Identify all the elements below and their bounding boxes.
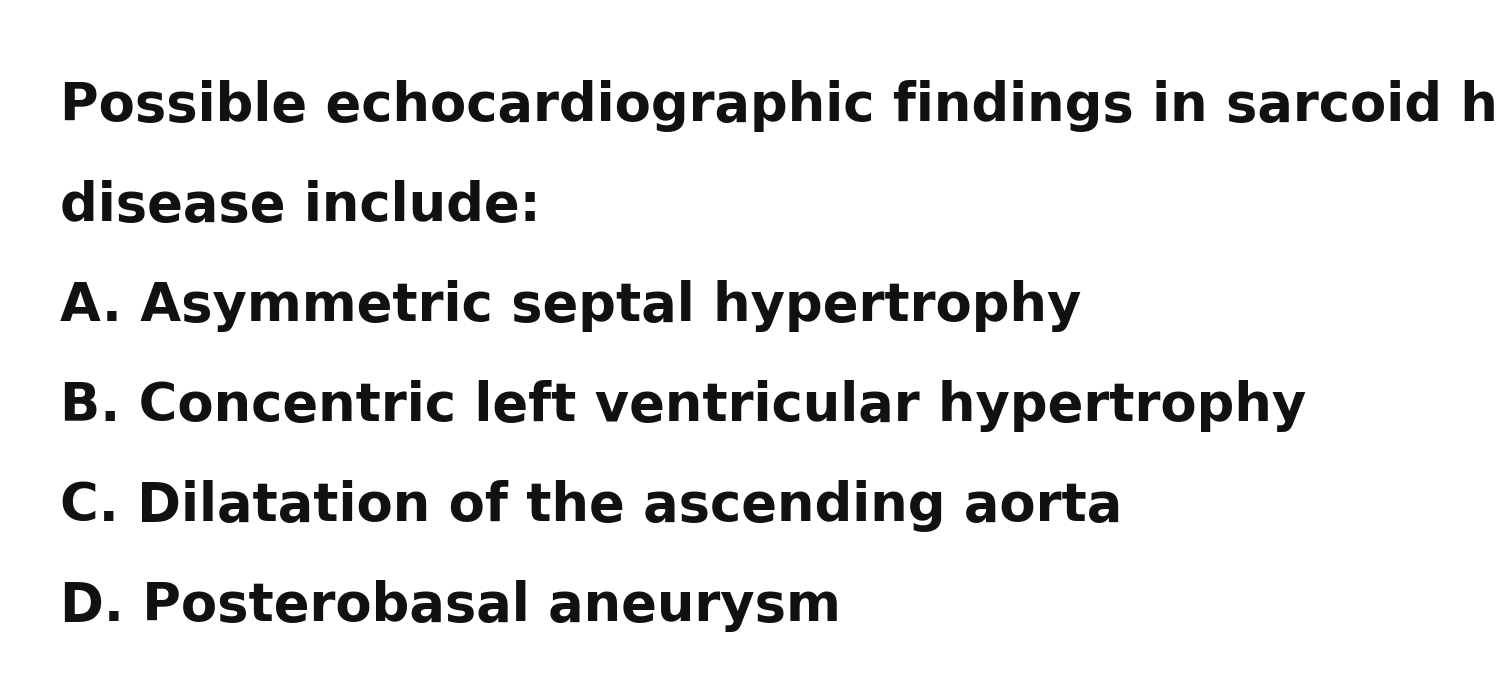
Text: D. Posterobasal aneurysm: D. Posterobasal aneurysm (60, 580, 842, 632)
Text: C. Dilatation of the ascending aorta: C. Dilatation of the ascending aorta (60, 480, 1122, 532)
Text: disease include:: disease include: (60, 180, 540, 232)
Text: B. Concentric left ventricular hypertrophy: B. Concentric left ventricular hypertrop… (60, 380, 1306, 432)
Text: A. Asymmetric septal hypertrophy: A. Asymmetric septal hypertrophy (60, 280, 1082, 332)
Text: Possible echocardiographic findings in sarcoid heart: Possible echocardiographic findings in s… (60, 80, 1500, 132)
